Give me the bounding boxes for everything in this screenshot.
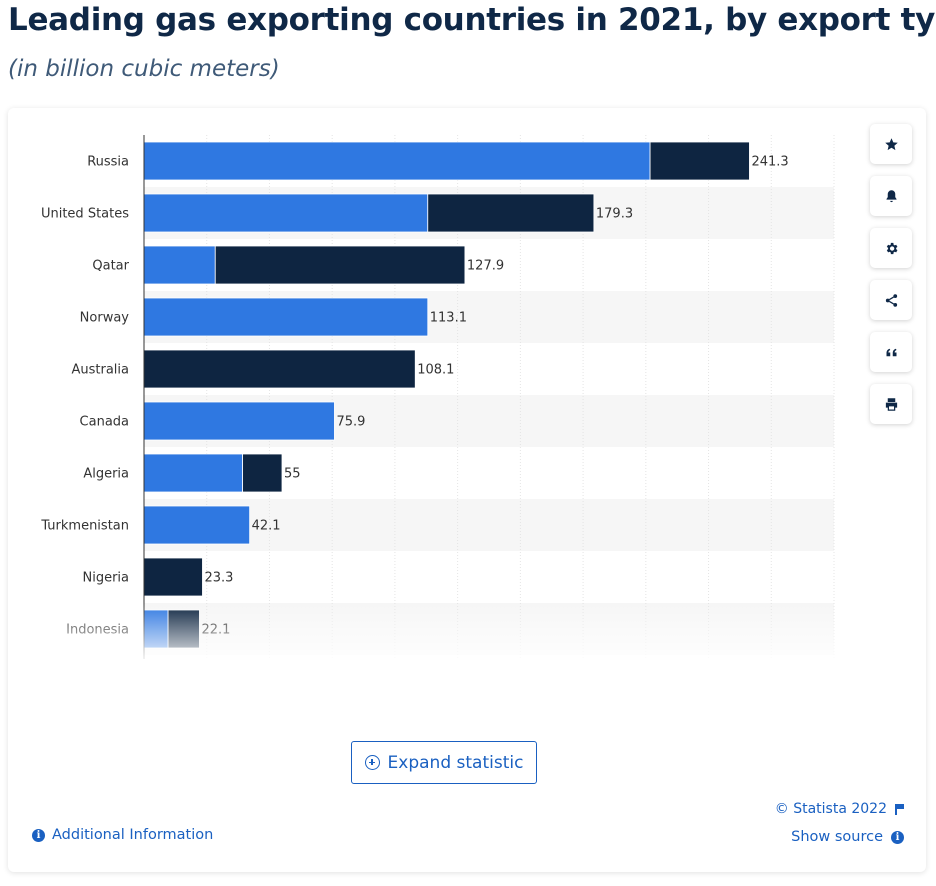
bar-segment-a (143, 505, 251, 545)
bar-segment-b (242, 453, 283, 493)
value-label: 113.1 (430, 311, 467, 326)
category-label: Turkmenistan (40, 519, 129, 534)
chart-title: Leading gas exporting countries in 2021,… (8, 2, 936, 38)
bar-segment-b (427, 193, 595, 233)
row-stripe (144, 499, 834, 551)
star-icon (884, 137, 898, 150)
copyright-notice[interactable]: © Statista 2022 (775, 801, 904, 817)
value-label: 179.3 (596, 207, 633, 222)
info-icon: i (32, 828, 45, 842)
bar-segment-b (214, 245, 466, 285)
print-button[interactable] (870, 384, 912, 424)
value-label: 108.1 (417, 363, 454, 378)
category-label: Algeria (83, 467, 129, 482)
gear-icon (886, 242, 897, 254)
category-label: Canada (80, 415, 129, 430)
category-label: United States (41, 207, 129, 222)
bar-chart: Russia United States Qatar Norway Australia C… (8, 135, 858, 661)
category-label: Norway (80, 311, 130, 326)
value-label: 75.9 (336, 415, 365, 430)
print-icon (885, 397, 897, 411)
category-label: Australia (71, 363, 129, 378)
value-label: 42.1 (252, 519, 281, 534)
share-icon (885, 293, 897, 307)
bar-segment-a (143, 193, 429, 233)
value-label: 23.3 (204, 571, 233, 586)
notification-button[interactable] (870, 176, 912, 216)
bar-segment-a (143, 297, 429, 337)
value-label: 55 (284, 467, 301, 482)
bar-segment-a (143, 141, 651, 181)
settings-button[interactable] (870, 228, 912, 268)
bar-segment-a (143, 401, 335, 441)
plus-circle-icon (364, 755, 380, 770)
share-button[interactable] (870, 280, 912, 320)
bar-segment-b (649, 141, 750, 181)
quote-icon (886, 348, 896, 356)
value-label: 127.9 (467, 259, 504, 274)
category-label: Qatar (92, 259, 129, 274)
chart-card: Russia United States Qatar Norway Australia C… (8, 108, 926, 872)
additional-information-link[interactable]: i Additional Information (32, 827, 213, 843)
additional-information-label: Additional Information (52, 827, 214, 843)
chart-fade-overlay (8, 603, 858, 661)
show-source-label: Show source (791, 829, 883, 845)
bar-segment-a (143, 245, 216, 285)
info-icon: i (891, 830, 904, 844)
show-source-link[interactable]: Show source i (791, 829, 904, 845)
expand-statistic-label: Expand statistic (387, 752, 524, 773)
chart-subtitle: (in billion cubic meters) (8, 56, 280, 82)
flag-icon (895, 803, 904, 815)
expand-statistic-button[interactable]: Expand statistic (351, 741, 537, 784)
bar-segment-b (143, 349, 416, 389)
cite-button[interactable] (870, 332, 912, 372)
bell-icon (886, 189, 896, 202)
category-label: Nigeria (82, 571, 129, 586)
bar-segment-b (143, 557, 203, 597)
value-label: 241.3 (751, 155, 788, 170)
category-label: Russia (87, 155, 129, 170)
copyright-text: © Statista 2022 (774, 801, 887, 817)
bar-segment-a (143, 453, 244, 493)
favorite-button[interactable] (870, 124, 912, 164)
